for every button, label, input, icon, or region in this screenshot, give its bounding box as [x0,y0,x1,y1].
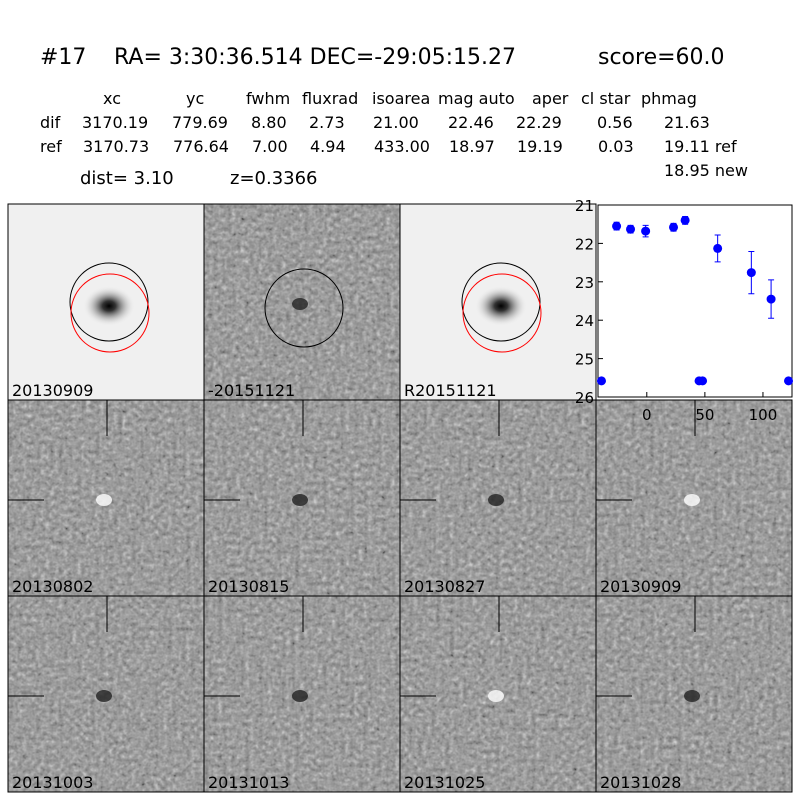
stamp-label: 20130815 [208,577,289,596]
column-header: cl star [581,89,631,108]
y-tick-label: 22 [575,235,594,253]
table-cell: 0.56 [597,113,633,132]
aperture [461,262,541,342]
score: score=60.0 [598,45,725,70]
table-cell: 18.97 [449,137,495,156]
table-cell: 0.03 [598,137,634,156]
table-cell: 776.64 [173,137,229,156]
stamp-label: 20131003 [12,773,93,792]
stamp-label: 20130827 [404,577,485,596]
aperture [69,262,149,342]
point [641,226,651,236]
table-cell: ref [40,137,62,156]
table-cell: 779.69 [172,113,228,132]
table-cell: 22.46 [448,113,494,132]
column-header: xc [103,89,121,108]
stamp-label: 20130909 [600,577,681,596]
stamp-label: 20131028 [600,773,681,792]
point [596,376,606,386]
source [684,494,700,506]
y-tick-label: 26 [575,389,594,407]
coords: RA= 3:30:36.514 DEC=-29:05:15.27 [114,45,516,70]
column-header: yc [186,89,204,108]
table-cell: 8.80 [251,113,287,132]
source [83,286,135,326]
aperture [264,268,344,348]
light-curve: 21 22 23 24 25 26 0 50 100 [575,197,794,424]
table-cell: 2.73 [309,113,345,132]
table-cell: 433.00 [374,137,430,156]
stamps: 20130909 -20151121 R20151121 20130802 201308… [7,203,793,793]
stamp-label: 20130909 [12,381,93,400]
point [766,294,776,304]
stamp-label: 20130802 [12,577,93,596]
table-cell: dif [40,113,61,132]
column-header: mag auto [438,89,515,108]
source [475,286,527,326]
source [684,690,700,702]
point [784,376,794,386]
column-header: phmag [641,89,697,108]
x-tick-label: 0 [642,406,652,424]
source [488,494,504,506]
column-header: isoarea [372,89,430,108]
aperture-ref [462,273,542,353]
table-cell: 4.94 [310,137,346,156]
point [669,222,679,232]
header: #17 RA= 3:30:36.514 DEC=-29:05:15.27 score… [40,45,748,189]
point [680,215,690,225]
point [713,243,723,253]
stamp-border [595,595,793,793]
stamp-label: 20131025 [404,773,485,792]
point [612,221,622,231]
redshift: z=0.3366 [230,168,318,189]
plot-area [597,204,793,398]
source [292,690,308,702]
point [626,224,636,234]
y-tick-label: 23 [575,274,594,292]
table-cell: 3170.19 [82,113,148,132]
table-cell: 22.29 [516,113,562,132]
y-tick-label: 25 [575,351,594,369]
x-tick-label: 50 [695,406,714,424]
id: #17 [40,45,86,70]
source [292,494,308,506]
source [96,494,112,506]
stamp-label: -20151121 [208,381,295,400]
stamp-label: 20131013 [208,773,289,792]
source [488,690,504,702]
extra: 18.95 new [664,161,748,180]
table-cell: 21.00 [373,113,419,132]
y-tick-label: 24 [575,312,594,330]
table-cell: 3170.73 [83,137,149,156]
column-header: fwhm [246,89,290,108]
point [698,376,708,386]
x-tick-label: 100 [749,406,778,424]
table-cell: 19.19 [517,137,563,156]
source [96,690,112,702]
aperture-ref [70,273,150,353]
column-header: fluxrad [302,89,358,108]
table-cell: 19.11 ref [664,137,737,156]
stamp-label: R20151121 [404,381,497,400]
dist: dist= 3.10 [80,168,174,189]
column-header: aper [532,89,569,108]
point [746,268,756,278]
table-cell: 7.00 [252,137,288,156]
source [292,298,308,310]
y-tick-label: 21 [575,197,594,215]
table-cell: 21.63 [664,113,710,132]
